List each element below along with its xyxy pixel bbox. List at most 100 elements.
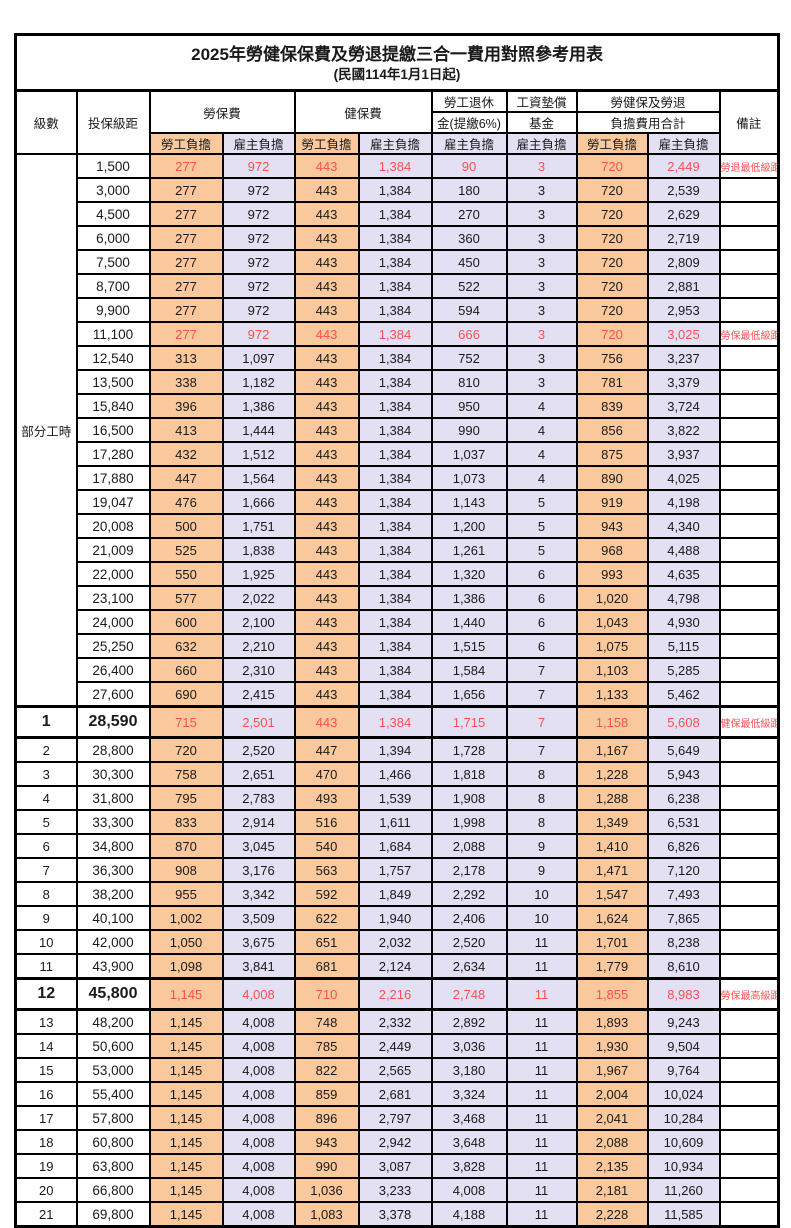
cell-total-worker: 1,410 bbox=[575, 833, 649, 859]
cell-labor-ins-worker: 277 bbox=[148, 177, 224, 203]
cell-labor-ins-employer: 1,386 bbox=[221, 393, 296, 419]
cell-labor-ins-employer: 4,008 bbox=[221, 1081, 296, 1107]
cell-labor-ins-employer: 1,838 bbox=[221, 537, 296, 563]
cell-health-ins-worker: 443 bbox=[293, 513, 360, 539]
cell-wage-fund-employer: 9 bbox=[505, 833, 578, 859]
table-body: 部分工時 1,500 277 972 443 1,384 90 3 720 2,449 勞退最低級距… bbox=[14, 153, 780, 1228]
subheader-wage-fund-employer: 雇主負擔 bbox=[505, 132, 578, 155]
cell-total-employer: 3,822 bbox=[646, 417, 721, 443]
col-header-labor-insurance: 勞保費 bbox=[148, 89, 296, 134]
cell-total-worker: 968 bbox=[575, 537, 649, 563]
cell-wage-fund-employer: 11 bbox=[505, 1201, 578, 1228]
cell-remark bbox=[718, 1105, 780, 1131]
cell-health-ins-worker: 443 bbox=[293, 249, 360, 275]
table-row: 6,000 277 972 443 1,384 360 3 720 2,719 bbox=[16, 225, 780, 251]
cell-wage-fund-employer: 8 bbox=[505, 785, 578, 811]
cell-bracket: 42,000 bbox=[75, 929, 151, 955]
cell-health-ins-worker: 1,036 bbox=[293, 1177, 360, 1203]
table-row: 6 34,800 870 3,045 540 1,684 2,088 9 1,410 6,826 bbox=[14, 833, 780, 859]
cell-bracket: 30,300 bbox=[75, 761, 151, 787]
cell-wage-fund-employer: 7 bbox=[505, 736, 578, 763]
cell-health-ins-employer: 2,124 bbox=[357, 953, 433, 980]
cell-health-ins-employer: 2,681 bbox=[357, 1081, 433, 1107]
cell-total-employer: 2,881 bbox=[646, 273, 721, 299]
table-row: 22,000 550 1,925 443 1,384 1,320 6 993 4,635 bbox=[16, 561, 780, 587]
table-row: 23,100 577 2,022 443 1,384 1,386 6 1,020 4,798 bbox=[16, 585, 780, 611]
cell-health-ins-employer: 1,539 bbox=[357, 785, 433, 811]
cell-wage-fund-employer: 11 bbox=[505, 1008, 578, 1035]
cell-total-employer: 8,610 bbox=[646, 953, 721, 980]
cell-pension-employer: 1,037 bbox=[430, 441, 508, 467]
cell-labor-ins-employer: 1,512 bbox=[221, 441, 296, 467]
cell-health-ins-worker: 447 bbox=[293, 736, 360, 763]
cell-labor-ins-worker: 525 bbox=[148, 537, 224, 563]
cell-pension-employer: 270 bbox=[430, 201, 508, 227]
cell-health-ins-worker: 785 bbox=[293, 1033, 360, 1059]
cell-total-employer: 4,025 bbox=[646, 465, 721, 491]
cell-total-worker: 875 bbox=[575, 441, 649, 467]
cell-bracket: 25,250 bbox=[75, 633, 151, 659]
cell-labor-ins-employer: 2,520 bbox=[221, 736, 296, 763]
cell-health-ins-worker: 443 bbox=[293, 297, 360, 323]
cell-labor-ins-employer: 2,783 bbox=[221, 785, 296, 811]
col-header-pension-line1: 勞工退休 bbox=[430, 89, 508, 113]
cell-pension-employer: 2,406 bbox=[430, 905, 508, 931]
cell-level: 8 bbox=[14, 881, 78, 907]
cell-total-worker: 1,103 bbox=[575, 657, 649, 683]
cell-pension-employer: 4,188 bbox=[430, 1201, 508, 1228]
cell-pension-employer: 666 bbox=[430, 321, 508, 347]
cell-health-ins-employer: 1,384 bbox=[357, 417, 433, 443]
cell-health-ins-worker: 443 bbox=[293, 345, 360, 371]
cell-total-worker: 1,167 bbox=[575, 736, 649, 763]
cell-pension-employer: 1,728 bbox=[430, 736, 508, 763]
table-row: 5 33,300 833 2,914 516 1,611 1,998 8 1,349 6,531 bbox=[14, 809, 780, 835]
subheader-total-worker: 勞工負擔 bbox=[575, 132, 649, 155]
cell-health-ins-worker: 681 bbox=[293, 953, 360, 980]
cell-labor-ins-worker: 758 bbox=[148, 761, 224, 787]
table-row: 1 28,590 715 2,501 443 1,384 1,715 7 1,158 5,608 健… bbox=[14, 705, 780, 739]
cell-remark: 勞保最低級距 bbox=[718, 321, 780, 347]
cell-total-worker: 2,135 bbox=[575, 1153, 649, 1179]
table-row: 14 50,600 1,145 4,008 785 2,449 3,036 11 1,930 9,… bbox=[14, 1033, 780, 1059]
cell-total-employer: 9,764 bbox=[646, 1057, 721, 1083]
cell-health-ins-worker: 516 bbox=[293, 809, 360, 835]
cell-labor-ins-employer: 972 bbox=[221, 225, 296, 251]
cell-wage-fund-employer: 11 bbox=[505, 1057, 578, 1083]
cell-labor-ins-worker: 413 bbox=[148, 417, 224, 443]
cell-remark bbox=[718, 809, 780, 835]
cell-remark bbox=[718, 736, 780, 763]
cell-wage-fund-employer: 3 bbox=[505, 321, 578, 347]
cell-pension-employer: 1,440 bbox=[430, 609, 508, 635]
cell-total-worker: 839 bbox=[575, 393, 649, 419]
cell-total-employer: 5,285 bbox=[646, 657, 721, 683]
cell-health-ins-employer: 1,384 bbox=[357, 705, 433, 739]
cell-pension-employer: 1,261 bbox=[430, 537, 508, 563]
table-row: 8 38,200 955 3,342 592 1,849 2,292 10 1,547 7,493 bbox=[14, 881, 780, 907]
cell-health-ins-employer: 1,940 bbox=[357, 905, 433, 931]
cell-wage-fund-employer: 9 bbox=[505, 857, 578, 883]
cell-health-ins-employer: 1,384 bbox=[357, 585, 433, 611]
cell-remark bbox=[718, 537, 780, 563]
cell-wage-fund-employer: 11 bbox=[505, 1129, 578, 1155]
cell-wage-fund-employer: 7 bbox=[505, 705, 578, 739]
cell-pension-employer: 2,892 bbox=[430, 1008, 508, 1035]
cell-labor-ins-employer: 972 bbox=[221, 177, 296, 203]
cell-remark bbox=[718, 393, 780, 419]
cell-remark bbox=[718, 1129, 780, 1155]
cell-labor-ins-employer: 2,022 bbox=[221, 585, 296, 611]
cell-pension-employer: 1,320 bbox=[430, 561, 508, 587]
cell-pension-employer: 3,468 bbox=[430, 1105, 508, 1131]
cell-health-ins-employer: 2,032 bbox=[357, 929, 433, 955]
cell-total-employer: 2,629 bbox=[646, 201, 721, 227]
cell-total-employer: 2,809 bbox=[646, 249, 721, 275]
col-header-wage-fund-line1: 工資墊償 bbox=[505, 89, 578, 113]
table-row: 19 63,800 1,145 4,008 990 3,087 3,828 11 2,135 10… bbox=[14, 1153, 780, 1179]
cell-health-ins-employer: 3,233 bbox=[357, 1177, 433, 1203]
cell-total-employer: 6,531 bbox=[646, 809, 721, 835]
cell-remark bbox=[718, 1033, 780, 1059]
cell-health-ins-worker: 748 bbox=[293, 1008, 360, 1035]
cell-health-ins-employer: 1,849 bbox=[357, 881, 433, 907]
cell-total-worker: 1,547 bbox=[575, 881, 649, 907]
cell-labor-ins-worker: 1,145 bbox=[148, 1129, 224, 1155]
cell-health-ins-employer: 1,384 bbox=[357, 177, 433, 203]
